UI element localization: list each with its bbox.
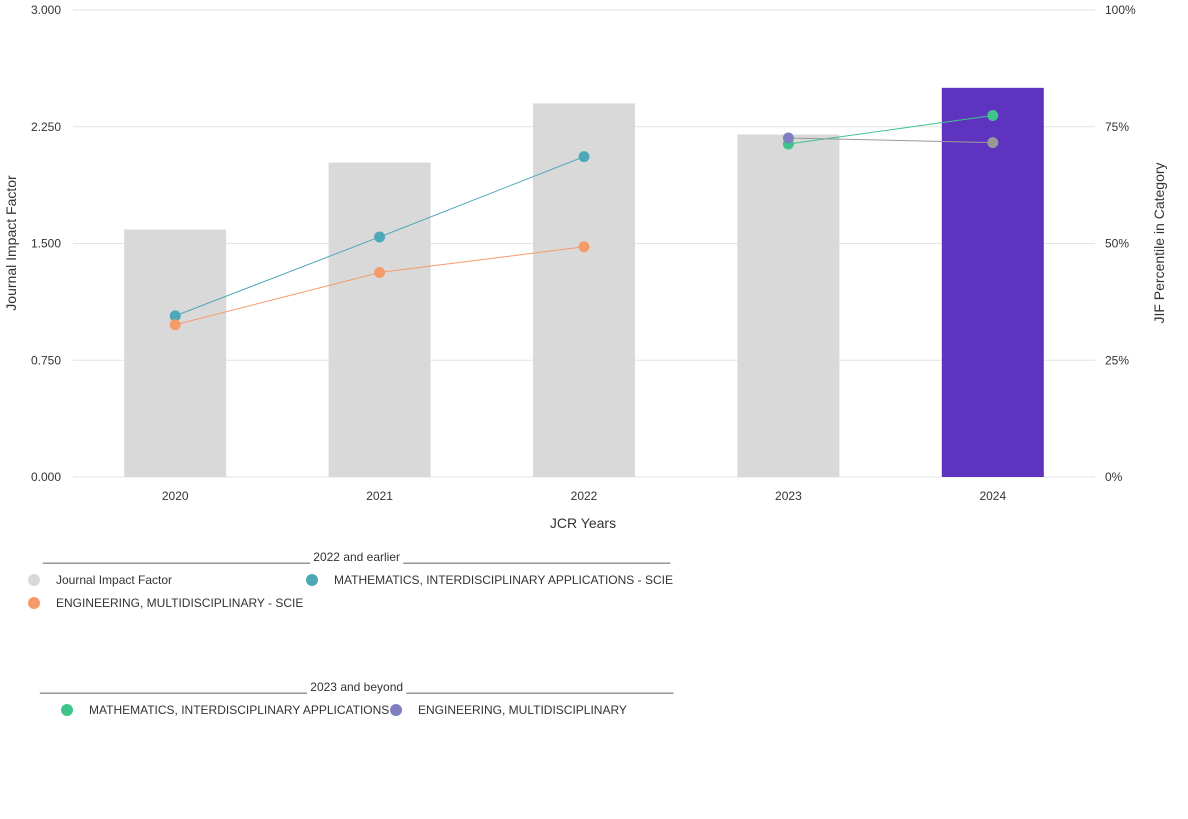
legend-swatch [61, 704, 73, 716]
legend-row: MATHEMATICS, INTERDISCIPLINARY APPLICATI… [40, 703, 673, 717]
bar-2024[interactable] [941, 87, 1044, 477]
legend-item-engineering-multidisciplinary-scie[interactable]: ENGINEERING, MULTIDISCIPLINARY - SCIE [28, 596, 303, 610]
series-points [169, 110, 999, 331]
left-tick-label: 2.250 [31, 120, 61, 134]
bar-2023[interactable] [737, 134, 840, 478]
legend-row: Journal Impact Factor MATHEMATICS, INTER… [28, 573, 673, 587]
legend-2022-and-earlier: ________________________________________… [28, 550, 673, 610]
legend-swatch [390, 704, 402, 716]
left-tick-label: 3.000 [31, 3, 61, 17]
legend-swatch [306, 574, 318, 586]
series-point-0[interactable] [169, 310, 181, 322]
right-tick-label: 100% [1105, 3, 1136, 17]
bars [124, 87, 1044, 478]
bar-2021[interactable] [328, 162, 431, 477]
right-tick-label: 0% [1105, 470, 1123, 484]
legend-row: ENGINEERING, MULTIDISCIPLINARY - SCIE [28, 596, 673, 610]
series-point-1[interactable] [578, 241, 590, 253]
legend-item-engineering-multidisciplinary[interactable]: ENGINEERING, MULTIDISCIPLINARY [390, 703, 627, 717]
right-tick-label: 25% [1105, 353, 1129, 367]
legend-swatch [28, 597, 40, 609]
series-line-2 [788, 115, 993, 145]
legend-item-math-interdisciplinary-scie[interactable]: MATHEMATICS, INTERDISCIPLINARY APPLICATI… [306, 573, 673, 587]
legend-2023-and-beyond: ________________________________________… [40, 680, 673, 717]
right-tick-label: 75% [1105, 120, 1129, 134]
x-tick-label: 2024 [979, 489, 1006, 503]
legend-swatch [28, 574, 40, 586]
series-point-3[interactable] [987, 137, 999, 149]
x-tick-label: 2023 [775, 489, 802, 503]
x-tick-label: 2020 [162, 489, 189, 503]
series-point-1[interactable] [169, 319, 181, 331]
jcr-chart: 0.000 0.750 1.500 2.250 3.000 0% 25% 50% 75% 100… [3, 3, 1167, 531]
left-axis-ticks: 0.000 0.750 1.500 2.250 3.000 [31, 3, 61, 484]
left-tick-label: 0.750 [31, 353, 61, 367]
left-tick-label: 0.000 [31, 470, 61, 484]
bar-2022[interactable] [533, 103, 635, 478]
legend-item-math-interdisciplinary[interactable]: MATHEMATICS, INTERDISCIPLINARY APPLICATI… [61, 703, 390, 717]
x-tick-label: 2022 [571, 489, 598, 503]
left-tick-label: 1.500 [31, 237, 61, 251]
legend-label: ENGINEERING, MULTIDISCIPLINARY [418, 703, 627, 717]
series-point-0[interactable] [374, 231, 386, 243]
legend-heading: ________________________________________… [43, 550, 671, 564]
left-axis-title: Journal Impact Factor [3, 175, 19, 311]
x-tick-label: 2021 [366, 489, 393, 503]
bar-2020[interactable] [124, 229, 227, 477]
right-axis-ticks: 0% 25% 50% 75% 100% [1105, 3, 1136, 484]
legend-label: Journal Impact Factor [56, 573, 173, 587]
x-axis-title: JCR Years [550, 515, 616, 531]
legend-label: MATHEMATICS, INTERDISCIPLINARY APPLICATI… [334, 573, 673, 587]
series-point-1[interactable] [374, 266, 386, 278]
legend-label: ENGINEERING, MULTIDISCIPLINARY - SCIE [56, 596, 304, 610]
series-point-0[interactable] [578, 151, 590, 163]
series-point-3[interactable] [782, 132, 794, 144]
right-tick-label: 50% [1105, 237, 1129, 251]
legend-item-journal-impact-factor[interactable]: Journal Impact Factor [28, 573, 306, 587]
legend-heading: ________________________________________… [40, 680, 674, 694]
legend-label: MATHEMATICS, INTERDISCIPLINARY APPLICATI… [89, 703, 390, 717]
x-axis-ticks: 2020 2021 2022 2023 2024 [162, 489, 1007, 503]
series-line-3 [788, 137, 993, 144]
right-axis-title: JIF Percentile in Category [1151, 162, 1167, 323]
series-point-2[interactable] [987, 110, 999, 122]
